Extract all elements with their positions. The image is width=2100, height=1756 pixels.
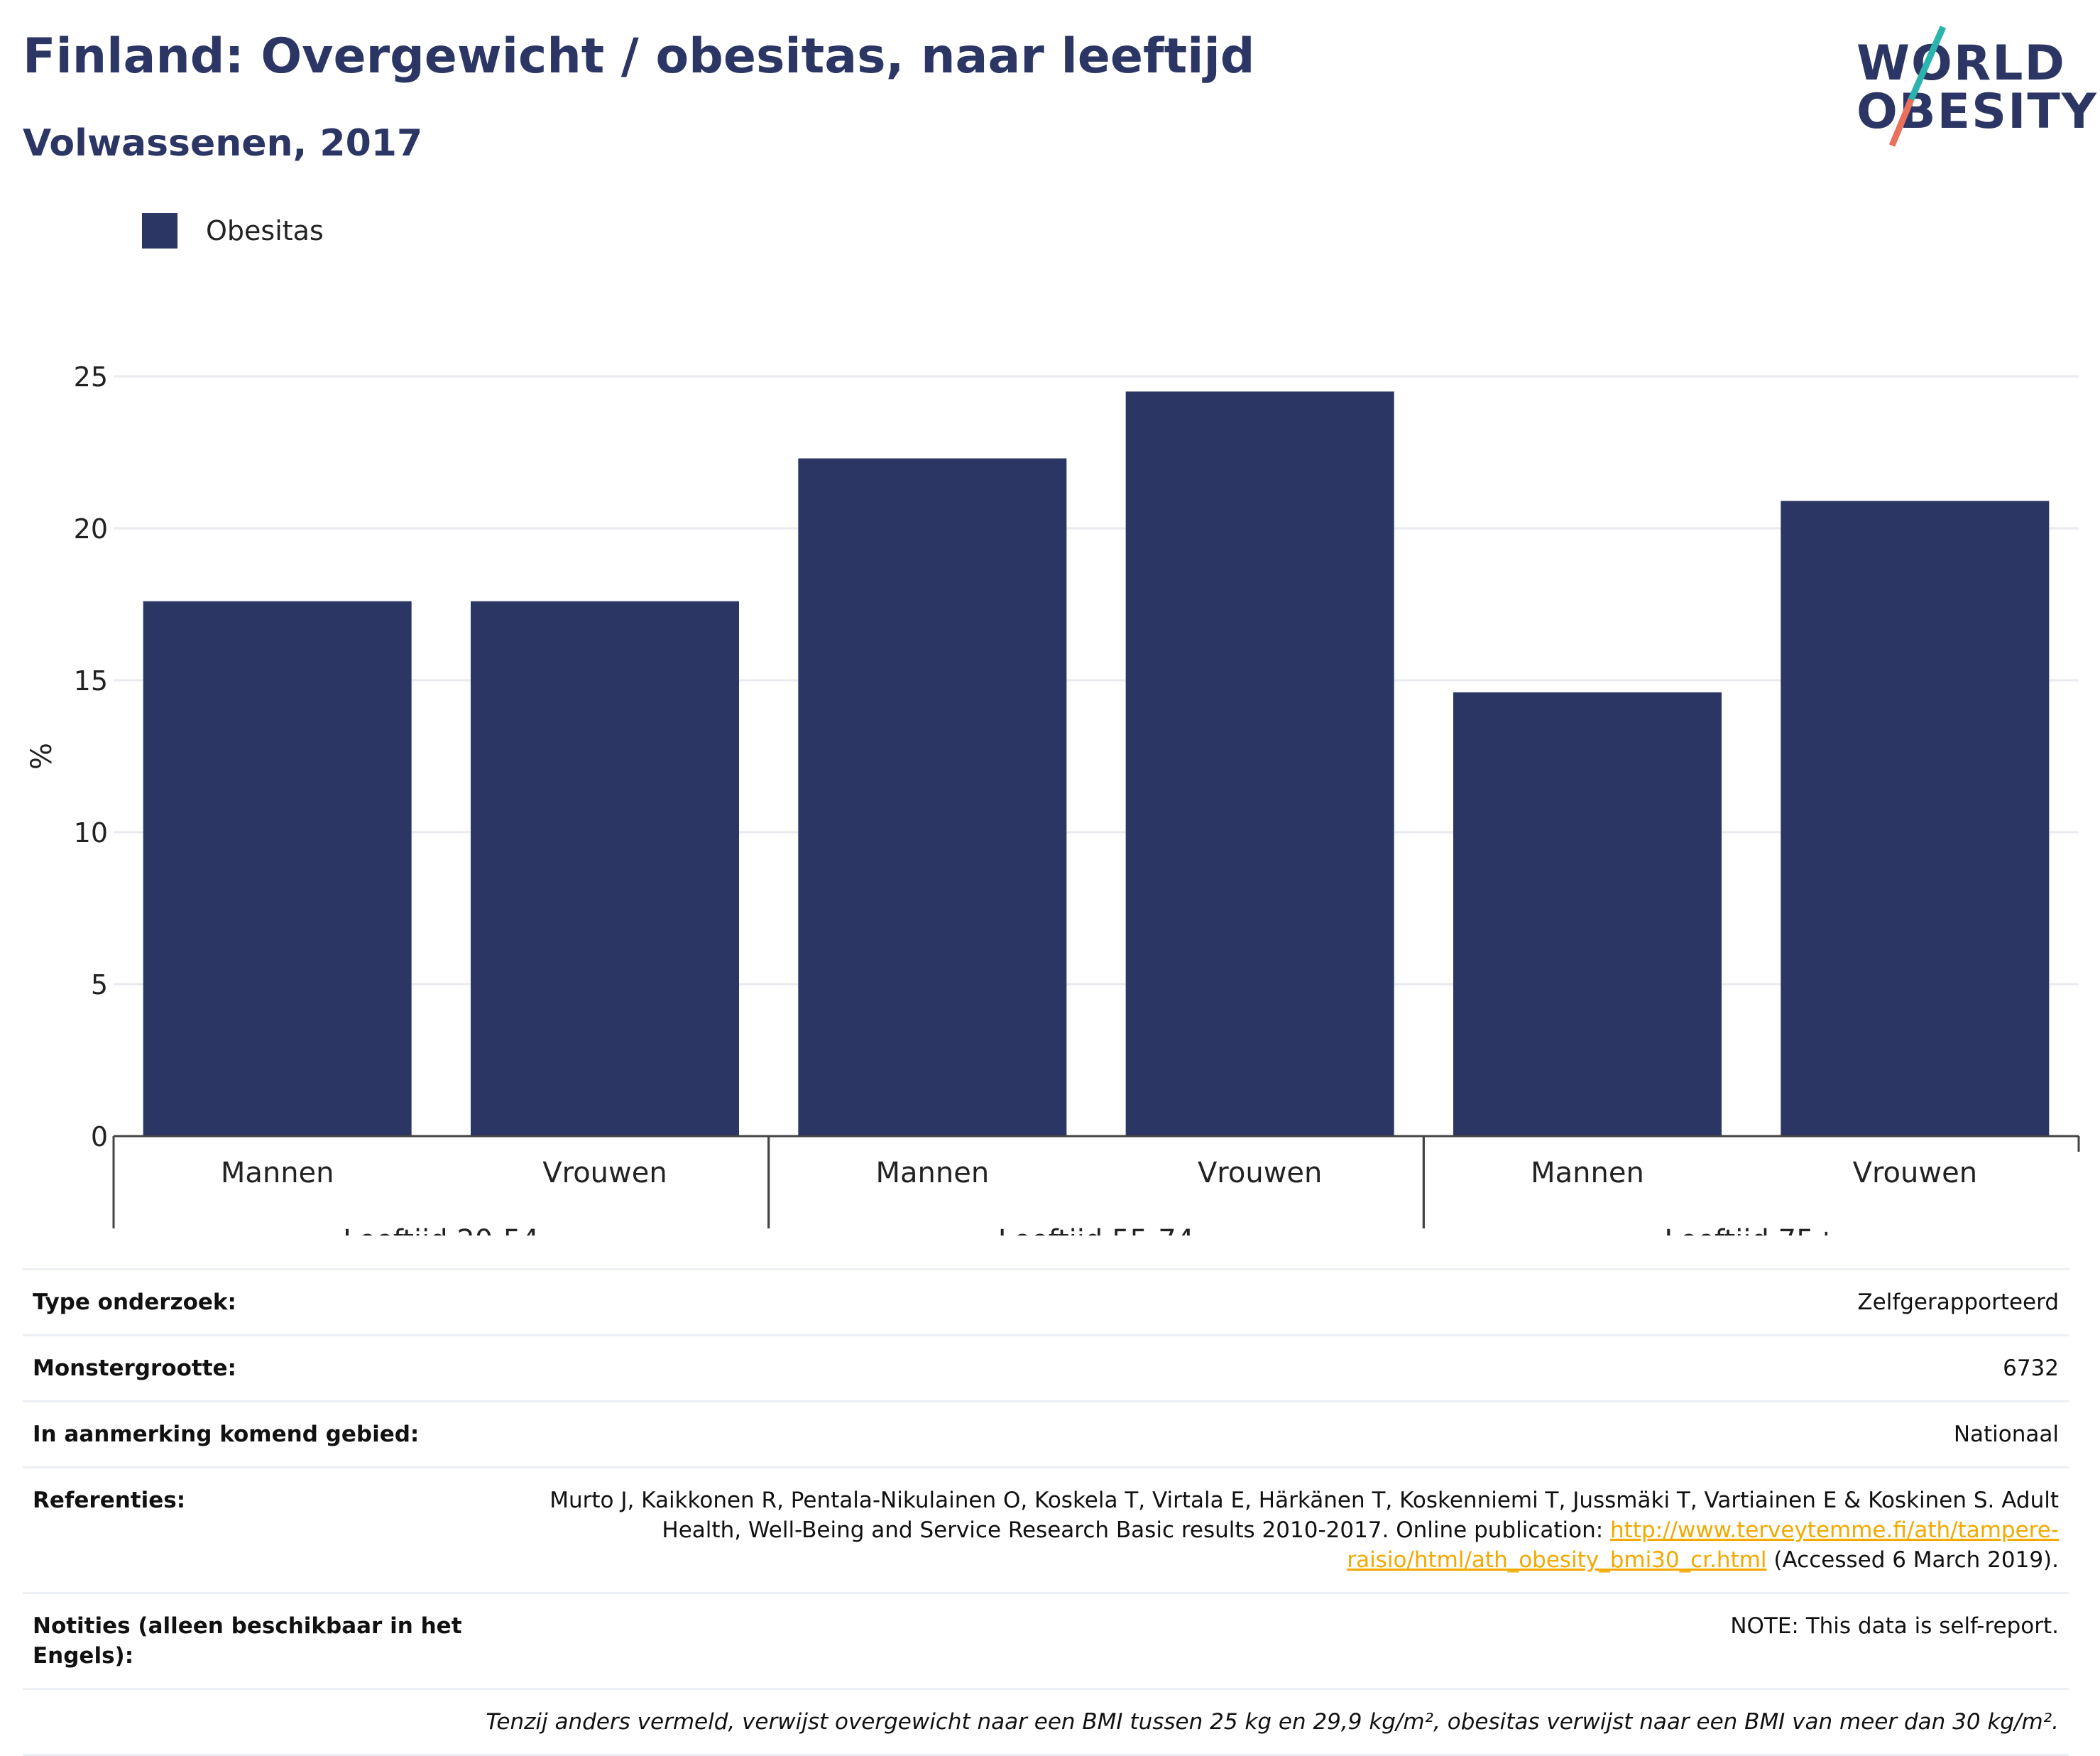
x-category-label: Mannen — [221, 1157, 334, 1189]
x-category-label: Mannen — [875, 1157, 989, 1189]
y-axis-label: % — [26, 743, 58, 770]
y-tick-label: 0 — [91, 1121, 108, 1152]
y-tick-label: 20 — [74, 513, 108, 545]
y-tick-label: 5 — [91, 969, 108, 1000]
info-type-label: Type onderzoek: — [33, 1289, 236, 1315]
info-type-value: Zelfgerapporteerd — [1857, 1289, 2059, 1315]
bar — [1125, 391, 1394, 1136]
world-obesity-logo: WORLD OBESITY — [1846, 21, 2096, 149]
page-title: Finland: Overgewicht / obesitas, naar le… — [23, 28, 1255, 84]
chart-legend[interactable]: Obesitas — [142, 213, 324, 249]
info-area-label: In aanmerking komend gebied: — [33, 1422, 420, 1447]
x-group-label: Leeftijd 75+ — [1664, 1224, 1838, 1236]
info-row-type: Type onderzoek: Zelfgerapporteerd — [23, 1268, 2069, 1334]
logo-slash-icon — [1888, 26, 1947, 147]
bar-chart: 0 5 10 15 20 25% Mannen Vrouwen Leeftijd 20-54 Ma… — [26, 361, 2080, 1236]
y-tick-label: 15 — [74, 665, 108, 697]
info-row-references: Referenties: Murto J, Kaikkonen R, Penta… — [23, 1466, 2069, 1592]
info-notes-value: NOTE: This data is self-report. — [1730, 1613, 2059, 1639]
x-group-label: Leeftijd 20-54 — [343, 1224, 539, 1236]
ref-text-1: Murto J, Kaikkonen R, Pentala-Nikulainen… — [549, 1488, 2059, 1543]
x-group-label: Leeftijd 55-74 — [998, 1224, 1194, 1236]
info-sample-value: 6732 — [2003, 1356, 2059, 1381]
ref-text-2: (Accessed 6 March 2019). — [1766, 1547, 2059, 1573]
legend-swatch — [142, 213, 177, 249]
info-ref-label: Referenties: — [33, 1488, 186, 1513]
info-row-area: In aanmerking komend gebied: Nationaal — [23, 1400, 2069, 1466]
page-subtitle: Volwassenen, 2017 — [23, 122, 423, 165]
y-tick-label: 10 — [74, 817, 108, 849]
info-table: Type onderzoek: Zelfgerapporteerd Monste… — [23, 1268, 2069, 1756]
info-ref-value: Murto J, Kaikkonen R, Pentala-Nikulainen… — [532, 1485, 2059, 1575]
info-notes-label: Notities (alleen beschikbaar in het Enge… — [33, 1613, 462, 1669]
logo-line-1: WORLD — [1856, 36, 2066, 92]
bar — [471, 601, 739, 1136]
info-sample-label: Monstergrootte: — [33, 1356, 236, 1381]
legend-label: Obesitas — [206, 215, 324, 246]
x-category-label: Mannen — [1531, 1157, 1644, 1189]
x-category-label: Vrouwen — [542, 1157, 667, 1189]
info-row-notes: Notities (alleen beschikbaar in het Enge… — [23, 1592, 2069, 1688]
bar — [798, 458, 1067, 1136]
info-area-value: Nationaal — [1953, 1422, 2059, 1447]
x-category-label: Vrouwen — [1853, 1157, 1977, 1189]
y-tick-label: 25 — [74, 361, 108, 393]
bar — [1781, 501, 2050, 1136]
x-category-label: Vrouwen — [1198, 1157, 1322, 1189]
bar — [143, 601, 412, 1136]
footnote: Tenzij anders vermeld, verwijst overgewi… — [23, 1688, 2069, 1756]
info-row-sample: Monstergrootte: 6732 — [23, 1334, 2069, 1400]
bar — [1453, 692, 1722, 1136]
ref-link[interactable]: http://www.terveytemme.fi/ath/tampere-ra… — [1347, 1517, 2059, 1573]
